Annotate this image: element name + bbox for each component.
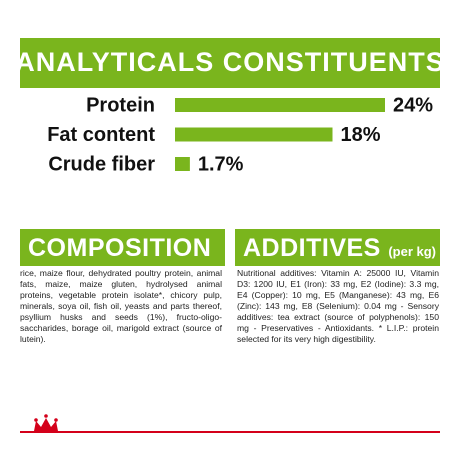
value-label: 1.7% (198, 153, 244, 175)
category-label: Fat content (47, 124, 155, 146)
composition-title: COMPOSITION (20, 229, 225, 266)
additives-text: Nutritional additives: Vitamin A: 25000 … (237, 268, 439, 344)
bar (175, 98, 385, 112)
value-label: 24% (393, 94, 433, 116)
chart-title: ANALYTICALS CONSTITUENTS (15, 47, 445, 77)
additives-band: ADDITIVES (per kg) (235, 229, 440, 266)
title-band (20, 38, 440, 88)
composition-text: rice, maize flour, dehydrated poultry pr… (20, 268, 222, 344)
logo (34, 414, 58, 431)
value-label: 18% (341, 124, 381, 146)
bar (175, 127, 333, 142)
category-label: Protein (86, 94, 155, 116)
additives-title: ADDITIVES (243, 234, 381, 262)
bar (175, 157, 190, 171)
category-label: Crude fiber (48, 153, 155, 175)
additives-unit: (per kg) (388, 244, 436, 259)
